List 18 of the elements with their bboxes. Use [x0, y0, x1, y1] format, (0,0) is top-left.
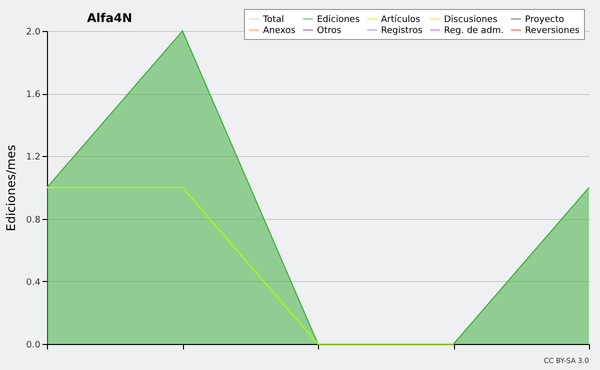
legend-label: Ediciones	[317, 15, 360, 25]
y-axis-title: Ediciones/mes	[4, 144, 18, 232]
legend-label: Discusiones	[444, 15, 498, 25]
chart-title: Alfa4N	[87, 11, 132, 25]
y-tick-label: 1.6	[26, 90, 41, 100]
legend-label: Otros	[317, 26, 342, 36]
y-tick-label: 0.8	[26, 215, 41, 226]
legend-label: Total	[262, 15, 284, 25]
y-tick-label: 0.4	[26, 278, 41, 288]
y-tick-label: 1.2	[26, 152, 40, 163]
legend-label: Reversiones	[525, 26, 580, 36]
y-tick-label: 2.0	[26, 28, 41, 38]
legend-label: Proyecto	[525, 15, 565, 25]
legend-label: Anexos	[263, 26, 296, 36]
legend-label: Artículos	[381, 14, 421, 25]
y-tick-label: 0.0	[26, 340, 41, 350]
legend-label: Registros	[381, 26, 423, 36]
legend-label: Reg. de adm.	[444, 26, 504, 36]
